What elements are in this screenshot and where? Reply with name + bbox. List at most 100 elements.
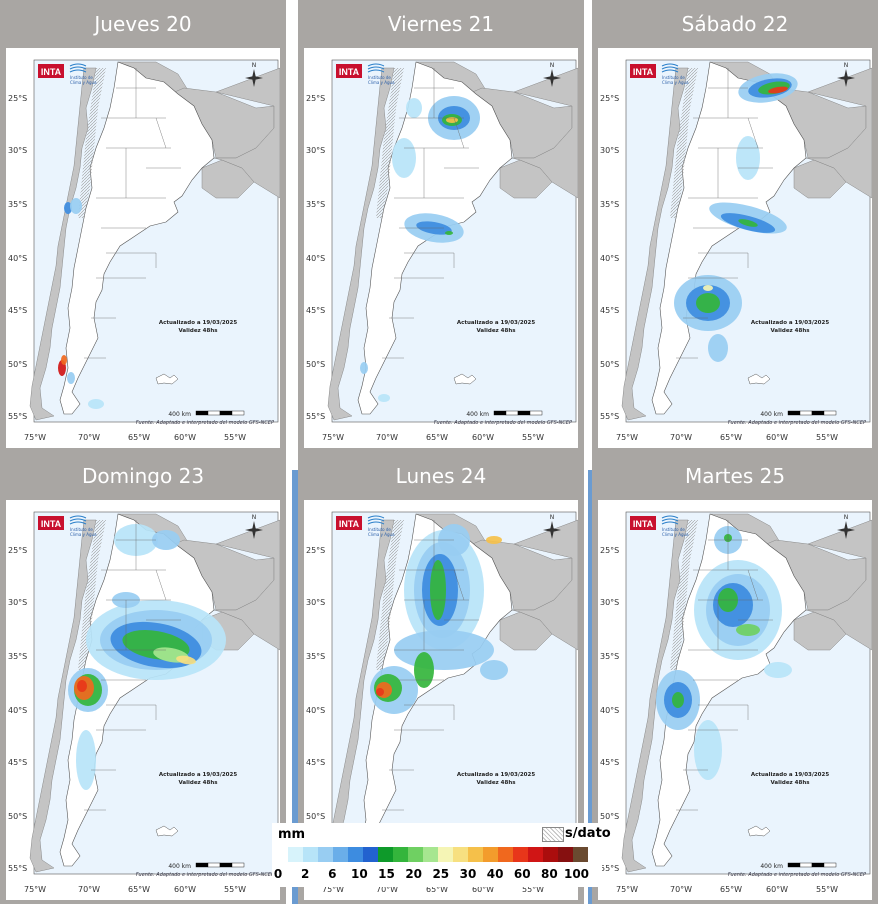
panel-title: Domingo 23: [81, 464, 205, 488]
lat-label: 40°S: [306, 254, 325, 263]
validity-label: Validez 48hs: [178, 328, 218, 334]
legend-swatch: [498, 847, 513, 862]
updated-label: Actualizado a 19/03/2025: [457, 772, 536, 778]
lon-label: 70°W: [670, 433, 692, 442]
inta-logo-text: INTA: [339, 519, 360, 529]
lat-label: 25°S: [8, 94, 27, 103]
legend-color-scale: [288, 847, 588, 862]
legend-swatch: [363, 847, 378, 862]
legend-swatch: [318, 847, 333, 862]
precip-area: [736, 136, 760, 180]
neighbor-country: [805, 67, 872, 199]
lat-label: 50°S: [600, 360, 619, 369]
lat-label: 45°S: [306, 306, 325, 315]
north-label: N: [252, 514, 257, 521]
lon-label: 65°W: [426, 885, 448, 894]
precip-area: [152, 530, 180, 550]
legend-tick-label: 15: [378, 867, 395, 881]
no-data-area: [376, 520, 404, 670]
legend-swatch: [348, 847, 363, 862]
legend-swatch: [483, 847, 498, 862]
separator-strip: [588, 470, 595, 904]
lat-label: 30°S: [600, 146, 619, 155]
lon-label: 55°W: [224, 885, 246, 894]
institute-label: Clima y Agua: [662, 532, 689, 537]
institute-label: Clima y Agua: [368, 532, 395, 537]
north-label: N: [844, 62, 849, 69]
lon-label: 55°W: [816, 433, 838, 442]
inta-logo-text: INTA: [41, 67, 62, 77]
lon-label: 60°W: [766, 885, 788, 894]
precip-area: [736, 624, 760, 636]
legend-swatch: [408, 847, 423, 862]
no-data-area: [670, 68, 698, 218]
precip-area: [176, 655, 196, 665]
water-icon: [69, 63, 87, 73]
precip-area: [360, 362, 368, 374]
lat-label: 30°S: [600, 598, 619, 607]
lat-label: 30°S: [306, 146, 325, 155]
lat-label: 50°S: [8, 360, 27, 369]
scale-bar: [799, 862, 813, 868]
source-label: Fuente: Adaptado e interpretado del mode…: [728, 420, 866, 426]
scale-bar: [219, 862, 233, 868]
lat-label: 30°S: [8, 598, 27, 607]
precip-area: [738, 219, 758, 227]
institute-label: Clima y Agua: [368, 80, 395, 85]
validity-label: Validez 48hs: [178, 780, 218, 786]
chile: [621, 67, 689, 421]
validity-label: Validez 48hs: [770, 328, 810, 334]
precip-area: [378, 394, 390, 402]
legend-swatch: [558, 847, 573, 862]
precip-area: [88, 399, 104, 409]
lon-label: 60°W: [174, 433, 196, 442]
precip-area: [430, 560, 446, 620]
lat-label: 35°S: [8, 652, 27, 661]
legend-tick-label: 100: [563, 867, 590, 881]
legend-tick-label: 2: [300, 867, 310, 881]
precip-area: [77, 680, 87, 692]
lat-label: 55°S: [306, 412, 325, 421]
legend-swatch: [453, 847, 468, 862]
neighbor-country: [805, 519, 872, 651]
legend-tick-label: 0: [273, 867, 283, 881]
no-data-swatch: [542, 827, 564, 842]
lon-label: 65°W: [128, 885, 150, 894]
legend-swatch: [288, 847, 303, 862]
precipitation-map: 25°S30°S35°S40°S45°S50°S55°S75°W70°W65°W…: [304, 500, 578, 900]
legend-tick-label: 25: [432, 867, 450, 881]
north-arrow-icon: [837, 521, 855, 539]
precip-area: [64, 202, 72, 214]
lon-label: 70°W: [376, 433, 398, 442]
scale-bar: [787, 862, 801, 868]
institute-label: Clima y Agua: [70, 532, 97, 537]
lat-label: 35°S: [600, 200, 619, 209]
scale-bar: [823, 862, 837, 868]
source-label: Fuente: Adaptado e interpretado del mode…: [728, 872, 866, 878]
legend-swatch: [438, 847, 453, 862]
north-label: N: [252, 62, 257, 69]
falklands: [155, 825, 179, 837]
scale-bar: [505, 410, 519, 416]
scale-label: 400 km: [466, 411, 489, 418]
lat-label: 55°S: [8, 412, 27, 421]
lat-label: 40°S: [306, 706, 325, 715]
water-icon: [367, 63, 385, 73]
precip-area: [445, 231, 453, 235]
lon-label: 55°W: [522, 433, 544, 442]
lat-label: 35°S: [306, 200, 325, 209]
water-icon: [661, 63, 679, 73]
precip-area: [376, 688, 384, 696]
falklands: [155, 373, 179, 385]
precip-area: [406, 98, 422, 118]
falklands: [747, 825, 771, 837]
updated-label: Actualizado a 19/03/2025: [457, 320, 536, 326]
institute-label: Instituto de: [662, 75, 685, 80]
province-borders: [84, 68, 181, 359]
chile: [29, 519, 97, 873]
lat-label: 50°S: [306, 360, 325, 369]
chile: [327, 67, 395, 421]
map-svg: 25°S 30°S 35°S 40°S 45°S 50°S 55°S 75°W 70°W 65°W…: [8, 511, 280, 894]
north-arrow-icon: [543, 69, 561, 87]
